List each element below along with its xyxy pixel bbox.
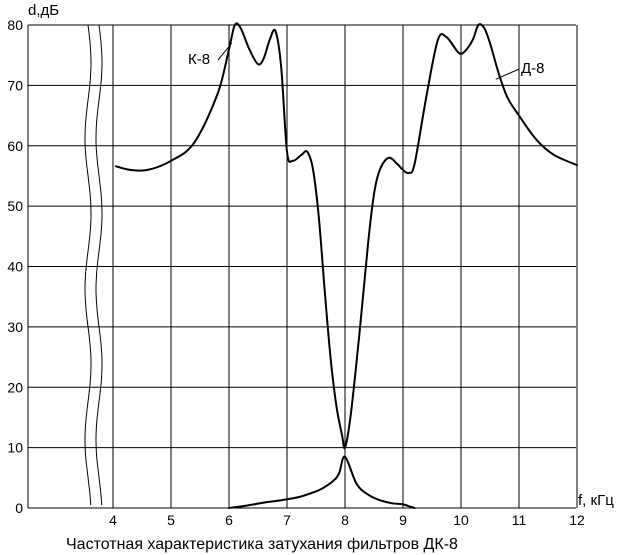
annotation-label: К-8	[188, 51, 210, 68]
y-axis-label: d,дБ	[28, 2, 59, 19]
chart-grid	[27, 24, 578, 509]
y-tick-label: 10	[7, 440, 23, 456]
axis-break	[84, 24, 103, 506]
x-tick-label: 8	[341, 512, 349, 528]
chart-title: Частотная характеристика затухания фильт…	[66, 536, 458, 553]
series-line-k8	[228, 455, 416, 509]
x-tick-label: 6	[225, 512, 233, 528]
x-tick-label: 11	[512, 512, 527, 528]
y-tick-label: 70	[7, 77, 23, 93]
x-tick-label: 10	[453, 512, 469, 528]
x-tick-label: 12	[569, 512, 585, 528]
x-tick-label: 9	[399, 512, 407, 528]
annotation-label: Д-8	[521, 60, 545, 77]
y-tick-label: 30	[7, 319, 23, 335]
curve-annotations: К-8 Д-8	[188, 42, 545, 80]
series-line-d8	[114, 22, 578, 450]
axis-break-line	[95, 24, 103, 506]
chart-curves	[114, 22, 578, 509]
y-tick-label: 80	[7, 17, 23, 33]
x-tick-label: 4	[109, 512, 117, 528]
x-tick-label: 5	[167, 512, 175, 528]
x-axis-label: f, кГц	[578, 492, 614, 509]
tick-labels: 4 5 6 7 8 9 10 11 12 0 10 20 30 40 50 60 70 80	[7, 17, 585, 528]
y-tick-label: 20	[7, 379, 23, 395]
annotation-leader	[217, 42, 233, 61]
axis-break-line	[84, 24, 92, 506]
y-tick-label: 60	[7, 138, 23, 154]
y-tick-label: 0	[15, 500, 23, 516]
y-tick-label: 50	[7, 198, 23, 214]
x-tick-label: 7	[283, 512, 291, 528]
y-tick-label: 40	[7, 259, 23, 275]
annotation-leader	[495, 68, 520, 80]
